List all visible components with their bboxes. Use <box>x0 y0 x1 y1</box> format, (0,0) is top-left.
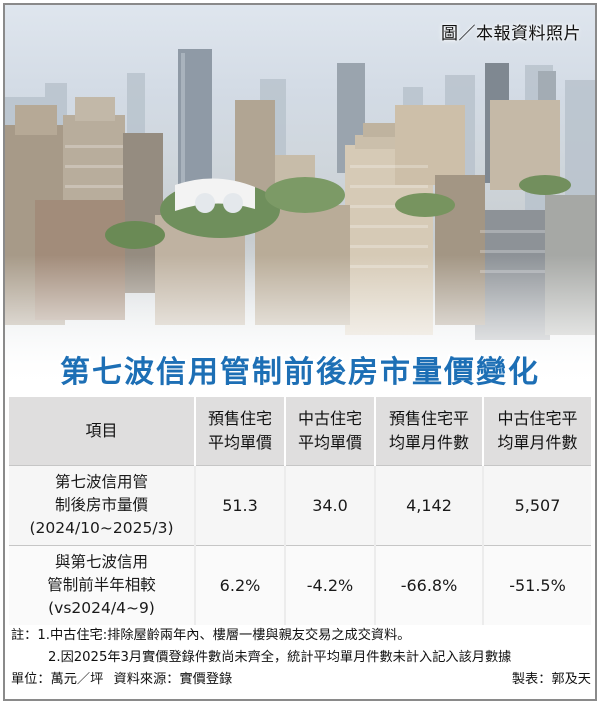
table-cell: 6.2% <box>195 544 286 625</box>
header-presale-monthly-count: 預售住宅平 均單月件數 <box>375 397 484 465</box>
table-row: 第七波信用管 制後房市量價 (2024/10~2025/3) 51.3 34.0… <box>9 464 591 545</box>
table-row: 與第七波信用 管制前半年相較 (vs2024/4~9) 6.2% -4.2% -… <box>9 544 591 625</box>
table-header-row: 項目 預售住宅 平均單價 中古住宅 平均單價 預售住宅平 均單月件數 中古住宅平… <box>9 397 591 465</box>
photo-credit: 圖／本報資料照片 <box>441 24 581 44</box>
table-cell: 5,507 <box>483 464 591 545</box>
infographic-frame: 圖／本報資料照片 第七波信用管制前後房市量價變化 項目 預售住宅 平均單價 中古… <box>3 3 597 701</box>
table-cell: -4.2% <box>285 544 376 625</box>
source-label: 資料來源：實價登錄 <box>113 672 233 687</box>
maker-label: 製表：郭及天 <box>511 672 591 687</box>
infographic-title: 第七波信用管制前後房市量價變化 <box>60 355 540 390</box>
header-used-monthly-count: 中古住宅平 均單月件數 <box>483 397 591 465</box>
note-1: 註：1.中古住宅:排除屋齡兩年內、樓層一樓與親友交易之成交資料。 <box>11 628 411 643</box>
table-cell: 51.3 <box>195 464 286 545</box>
table-cell: -66.8% <box>375 544 484 625</box>
table-cell: -51.5% <box>483 544 591 625</box>
table-cell: 4,142 <box>375 464 484 545</box>
table-cell: 34.0 <box>285 464 376 545</box>
housing-market-table: 項目 預售住宅 平均單價 中古住宅 平均單價 預售住宅平 均單月件數 中古住宅平… <box>9 397 591 625</box>
header-item: 項目 <box>9 397 196 465</box>
row-label: 與第七波信用 管制前半年相較 (vs2024/4~9) <box>9 544 196 625</box>
row-label: 第七波信用管 制後房市量價 (2024/10~2025/3) <box>9 464 196 545</box>
city-skyline-photo: 圖／本報資料照片 <box>5 5 595 397</box>
unit-label: 單位：萬元／坪 <box>11 672 104 687</box>
note-2: 2.因2025年3月實價登錄件數尚未齊全，統計平均單月件數未計入記入該月數據 <box>48 650 512 665</box>
footer-row: 單位：萬元／坪 資料來源：實價登錄 製表：郭及天 <box>11 669 591 691</box>
header-used-avg-price: 中古住宅 平均單價 <box>285 397 376 465</box>
footer-left: 單位：萬元／坪 資料來源：實價登錄 <box>11 669 238 691</box>
photo-fade-overlay <box>5 255 595 397</box>
header-presale-avg-price: 預售住宅 平均單價 <box>195 397 286 465</box>
notes-section: 註：1.中古住宅:排除屋齡兩年內、樓層一樓與親友交易之成交資料。 2.因2025… <box>11 625 591 691</box>
